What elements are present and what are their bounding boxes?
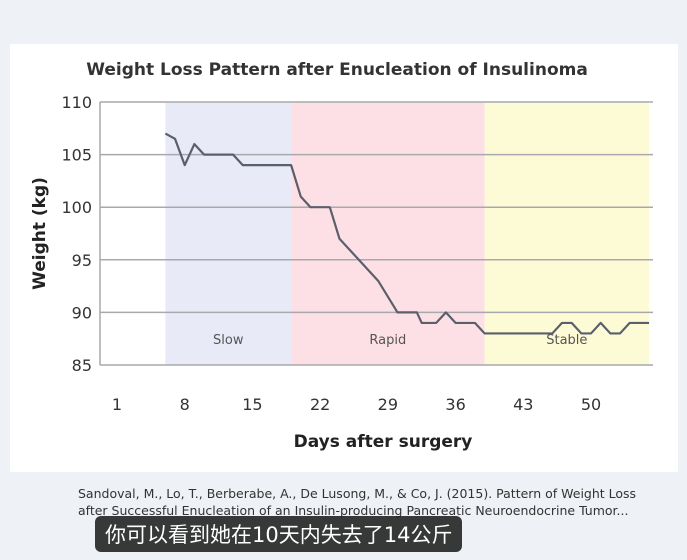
y-tick-label: 110 [61,93,92,112]
x-tick-label: 50 [581,395,601,414]
weight-loss-chart: Slow Rapid Stable 85 90 95 100 105 110 1 8 15 22 29 36… [30,60,653,452]
x-tick-label: 22 [310,395,330,414]
region-stable [484,102,650,365]
y-tick-label: 95 [72,251,92,270]
region-label: Rapid [369,333,406,348]
region-slow [165,102,292,365]
y-axis-label: Weight (kg) [30,177,50,290]
y-tick-label: 90 [72,303,92,322]
y-tick-label: 100 [61,198,92,217]
region-label: Slow [213,333,244,348]
x-tick-label: 29 [378,395,398,414]
video-subtitle: 你可以看到她在10天内失去了14公斤 [95,516,463,552]
x-axis-label: Days after surgery [294,432,473,452]
x-tick-label: 43 [513,395,533,414]
chart-title: Weight Loss Pattern after Enucleation of… [86,60,588,80]
chart-card: Slow Rapid Stable 85 90 95 100 105 110 1 8 15 22 29 36… [10,44,678,472]
x-tick-label: 15 [242,395,262,414]
region-rapid [291,102,485,365]
y-tick-label: 105 [61,146,92,165]
x-tick-label: 1 [112,395,122,414]
citation: Sandoval, M., Lo, T., Berberabe, A., De … [78,486,637,518]
x-tick-label: 8 [180,395,190,414]
y-tick-label: 85 [72,356,92,375]
region-label: Stable [546,333,587,348]
x-tick-label: 36 [445,395,465,414]
